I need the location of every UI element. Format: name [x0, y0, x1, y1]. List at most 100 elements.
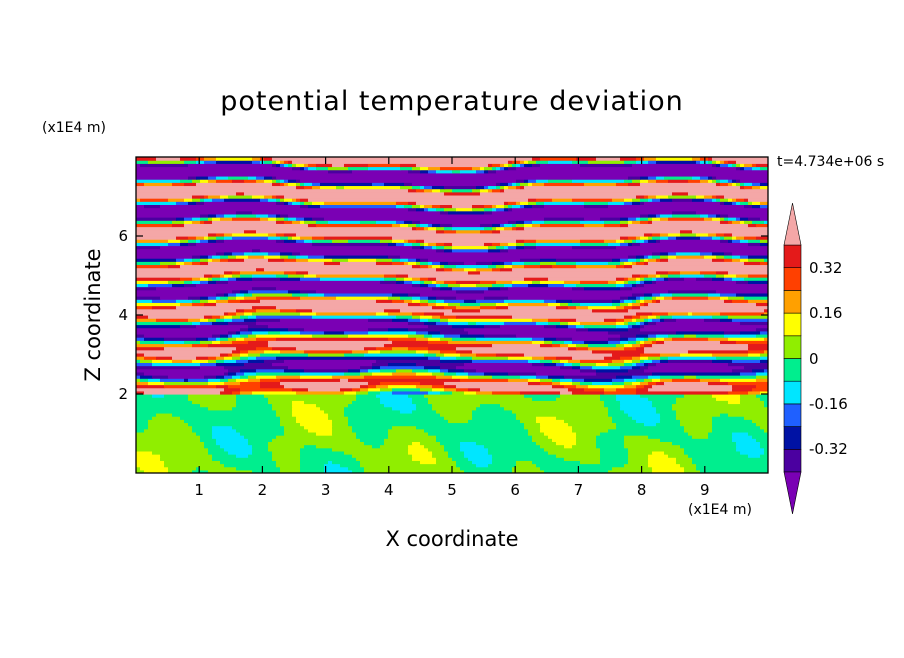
heatmap-cell	[440, 337, 453, 341]
heatmap-cell	[292, 292, 309, 297]
heatmap-cell	[620, 403, 653, 408]
heatmap-cell	[172, 283, 185, 288]
heatmap-cell	[660, 273, 669, 278]
heatmap-cell	[224, 356, 233, 360]
heatmap-cell	[512, 469, 545, 473]
heatmap-cell	[508, 166, 517, 171]
heatmap-cell	[220, 337, 229, 341]
heatmap-cell	[364, 469, 465, 473]
heatmap-cell	[256, 321, 409, 326]
heatmap-cell	[444, 185, 477, 190]
heatmap-cell	[596, 157, 621, 161]
heatmap-cell	[628, 302, 633, 307]
heatmap-cell	[136, 182, 145, 187]
heatmap-cell	[268, 213, 277, 218]
heatmap-cell	[252, 160, 261, 164]
heatmap-cell	[136, 419, 149, 424]
heatmap-cell	[188, 201, 197, 205]
heatmap-cell	[640, 179, 649, 183]
heatmap-cell	[632, 359, 641, 363]
heatmap-cell	[316, 166, 329, 171]
heatmap-cell	[536, 375, 549, 379]
heatmap-cell	[740, 201, 749, 205]
heatmap-cell	[344, 352, 365, 357]
heatmap-cell	[388, 435, 437, 439]
heatmap-cell	[488, 286, 501, 291]
heatmap-cell	[448, 283, 461, 288]
heatmap-cell	[444, 416, 473, 420]
heatmap-cell	[244, 435, 277, 439]
heatmap-cell	[280, 179, 285, 183]
heatmap-cell	[756, 371, 768, 376]
heatmap-cell	[676, 318, 705, 322]
heatmap-cell	[644, 258, 649, 262]
heatmap-cell	[248, 349, 265, 354]
heatmap-cell	[728, 160, 737, 164]
heatmap-cell	[544, 356, 557, 360]
heatmap-cell	[492, 166, 497, 171]
heatmap-cell	[428, 258, 521, 262]
heatmap-cell	[448, 450, 465, 455]
heatmap-cell	[744, 236, 757, 240]
heatmap-cell	[516, 166, 737, 171]
heatmap-cell	[708, 160, 713, 164]
heatmap-cell	[420, 387, 433, 392]
heatmap-cell	[260, 217, 269, 221]
heatmap-cell	[488, 450, 549, 455]
heatmap-cell	[736, 236, 745, 240]
heatmap-cell	[712, 416, 745, 420]
heatmap-cell	[316, 289, 457, 294]
heatmap-cell	[256, 175, 265, 180]
heatmap-cell	[636, 419, 661, 424]
heatmap-cell	[724, 160, 729, 164]
heatmap-cell	[528, 201, 537, 205]
heatmap-cell	[252, 311, 301, 316]
heatmap-cell	[564, 444, 573, 449]
heatmap-cell	[284, 198, 293, 202]
heatmap-cell	[376, 311, 389, 316]
heatmap-cell	[648, 213, 657, 218]
heatmap-cell	[628, 340, 637, 345]
heatmap-cell	[508, 245, 517, 250]
heatmap-cell	[488, 447, 545, 452]
heatmap-cell	[516, 182, 521, 187]
heatmap-cell	[756, 375, 768, 379]
heatmap-cell	[544, 182, 585, 187]
heatmap-cell	[728, 381, 768, 386]
heatmap-cell	[300, 330, 325, 335]
heatmap-cell	[508, 160, 513, 164]
heatmap-cell	[428, 349, 441, 354]
heatmap-cell	[640, 277, 645, 281]
heatmap-cell	[580, 359, 613, 363]
heatmap-cell	[576, 305, 589, 310]
heatmap-cell	[392, 261, 405, 266]
heatmap-cell	[460, 302, 481, 307]
heatmap-cell	[608, 201, 625, 205]
heatmap-cell	[152, 305, 177, 310]
heatmap-cell	[292, 387, 309, 392]
heatmap-cell	[628, 324, 633, 329]
heatmap-cell	[640, 280, 645, 284]
heatmap-cell	[268, 447, 301, 452]
heatmap-cell	[376, 359, 441, 363]
heatmap-cell	[692, 460, 768, 465]
heatmap-cell	[284, 179, 289, 183]
heatmap-cell	[248, 340, 269, 345]
heatmap-cell	[276, 375, 301, 379]
heatmap-cell	[352, 428, 389, 433]
heatmap-cell	[532, 182, 545, 187]
heatmap-cell	[744, 365, 768, 370]
heatmap-cell	[620, 337, 629, 341]
heatmap-cell	[620, 286, 633, 291]
heatmap-cell	[496, 264, 505, 269]
heatmap-cell	[236, 428, 285, 433]
heatmap-cell	[500, 163, 505, 168]
heatmap-cell	[676, 254, 705, 259]
x-tick-label: 7	[573, 481, 584, 499]
heatmap-cell	[136, 371, 145, 376]
heatmap-cell	[136, 220, 173, 224]
heatmap-cell	[252, 194, 265, 199]
heatmap-cell	[744, 296, 768, 300]
heatmap-cell	[540, 359, 553, 363]
heatmap-cell	[236, 330, 241, 335]
